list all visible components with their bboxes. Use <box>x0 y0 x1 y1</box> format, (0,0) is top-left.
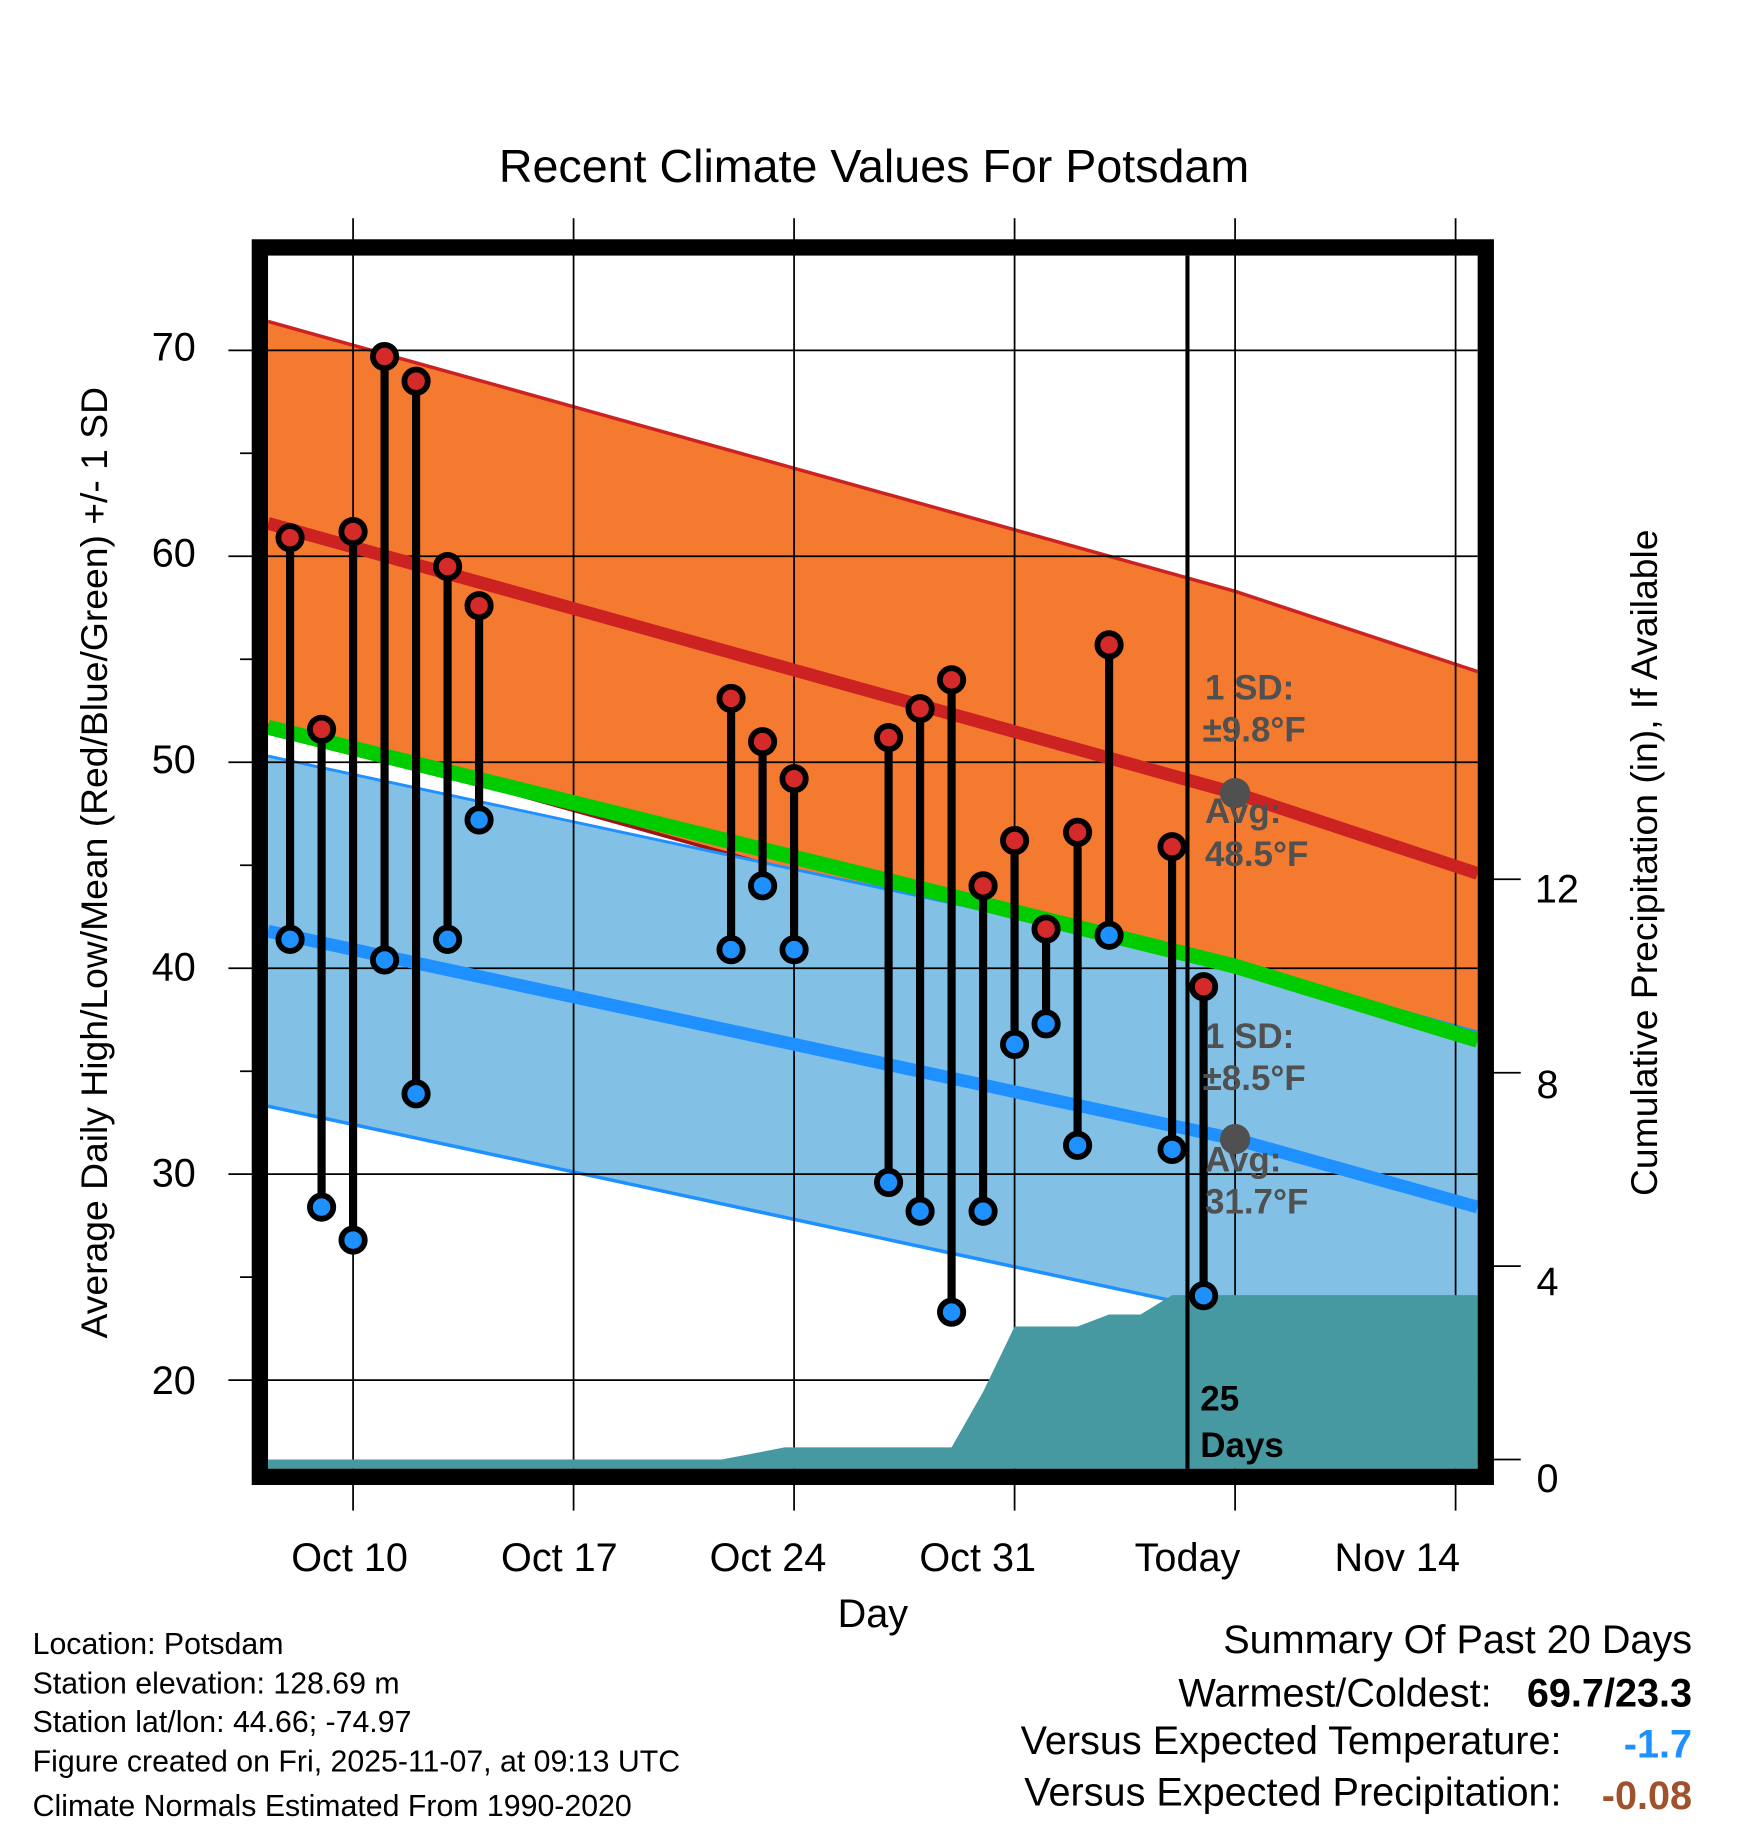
daily-high-point <box>401 366 431 396</box>
footer-line: Figure created on Fri, 2025-11-07, at 09… <box>33 1746 680 1779</box>
daily-low-point <box>1031 1009 1061 1039</box>
daily-low-point <box>1094 920 1124 950</box>
daily-low-point <box>401 1079 431 1109</box>
y2-tick-label: 0 <box>1537 1457 1559 1501</box>
daily-high-point <box>1189 972 1219 1002</box>
y2-tick-label: 12 <box>1535 867 1579 911</box>
today-high-avg-marker <box>1219 777 1251 809</box>
y2-tick-label: 4 <box>1537 1260 1559 1304</box>
daily-high-point <box>937 665 967 695</box>
daily-high-point <box>1031 914 1061 944</box>
precip-anomaly-value: -0.08 <box>1602 1774 1692 1818</box>
y-tick-label: 50 <box>152 738 196 782</box>
summary-title: Summary Of Past 20 Days <box>1223 1618 1692 1662</box>
y2-tick-label: 8 <box>1537 1063 1559 1107</box>
days-count: 25 <box>1200 1379 1239 1418</box>
daily-low-point <box>779 935 809 965</box>
temp-anomaly-value: -1.7 <box>1624 1723 1692 1767</box>
daily-low-point <box>716 935 746 965</box>
daily-high-point <box>716 683 746 713</box>
daily-low-point <box>968 1196 998 1226</box>
daily-high-point <box>370 341 400 372</box>
warmest-coldest-label: Warmest/Coldest: <box>1178 1671 1491 1715</box>
daily-high-point <box>905 694 935 724</box>
daily-high-point <box>1157 832 1187 862</box>
low-avg-label: Avg: <box>1205 1141 1281 1180</box>
x-tick-label: Nov 14 <box>1334 1536 1460 1580</box>
daily-low-point <box>874 1167 904 1197</box>
daily-low-point <box>464 805 494 835</box>
y-tick-label: 30 <box>152 1152 196 1196</box>
daily-low-point <box>275 924 305 954</box>
daily-high-point <box>1000 825 1030 856</box>
daily-low-point <box>748 871 778 901</box>
x-tick-label: Oct 24 <box>710 1536 827 1580</box>
y-tick-label: 20 <box>152 1359 196 1403</box>
daily-high-point <box>1063 817 1093 847</box>
daily-low-point <box>1063 1130 1093 1160</box>
plot-frame <box>251 239 1494 1486</box>
chart-title: Recent Climate Values For Potsdam <box>499 140 1249 192</box>
warmest-coldest-value: 69.7/23.3 <box>1527 1671 1692 1715</box>
mean-normal-line <box>268 719 1478 1048</box>
station-info: Location: Potsdam Station elevation: 128… <box>33 1628 680 1823</box>
y2-axis-label: Cumulative Precipitation (in), If Availa… <box>1623 529 1665 1196</box>
y-axis-label: Average Daily High/Low/Mean (Red/Blue/Gr… <box>73 387 115 1338</box>
high-avg-value: 48.5°F <box>1205 835 1308 874</box>
daily-high-point <box>307 714 337 744</box>
daily-low-point <box>1157 1134 1187 1165</box>
daily-high-point <box>779 764 809 794</box>
daily-high-point <box>748 727 778 757</box>
high-avg-label: Avg: <box>1205 792 1281 831</box>
footer-line: Station lat/lon: 44.66; -74.97 <box>33 1706 412 1739</box>
y-tick-label: 40 <box>152 945 196 989</box>
daily-low-point <box>937 1297 967 1327</box>
cumulative-precip-area <box>268 1295 1478 1469</box>
daily-low-point <box>307 1192 337 1222</box>
daily-high-point <box>968 871 998 901</box>
daily-low-point <box>370 945 400 975</box>
low-avg-value: 31.7°F <box>1205 1182 1308 1221</box>
y-tick-label: 60 <box>152 532 196 576</box>
daily-high-point <box>874 722 904 753</box>
summary-panel: Summary Of Past 20 Days Warmest/Coldest:… <box>1021 1618 1692 1818</box>
daily-high-point <box>338 517 368 547</box>
daily-high-point <box>275 523 305 553</box>
footer-line: Location: Potsdam <box>33 1628 284 1661</box>
daily-high-point <box>464 591 494 621</box>
x-tick-label: Oct 10 <box>291 1536 408 1580</box>
footer-line: Station elevation: 128.69 m <box>33 1668 400 1701</box>
high-sd-value: ±9.8°F <box>1203 711 1306 750</box>
x-tick-label: Oct 31 <box>919 1536 1036 1580</box>
high-sd-label: 1 SD: <box>1205 669 1294 708</box>
x-tick-label: Today <box>1135 1536 1241 1580</box>
temp-anomaly-label: Versus Expected Temperature: <box>1021 1719 1562 1763</box>
daily-low-point <box>905 1196 935 1226</box>
daily-low-point <box>433 924 463 954</box>
today-low-avg-marker <box>1219 1124 1251 1155</box>
y-tick-label: 70 <box>152 325 196 369</box>
x-tick-label: Oct 17 <box>501 1536 618 1580</box>
daily-high-point <box>433 552 463 582</box>
days-label: Days <box>1200 1426 1284 1465</box>
x-axis-label: Day <box>838 1592 909 1636</box>
precip-anomaly-label: Versus Expected Precipitation: <box>1024 1770 1561 1814</box>
low-sd-band <box>268 756 1478 1383</box>
footer-line: Climate Normals Estimated From 1990-2020 <box>33 1790 632 1823</box>
daily-low-point <box>1189 1281 1219 1311</box>
low-sd-value: ±8.5°F <box>1203 1059 1306 1098</box>
daily-high-point <box>1094 630 1124 660</box>
daily-low-point <box>338 1225 368 1255</box>
low-sd-label: 1 SD: <box>1205 1017 1294 1056</box>
daily-low-point <box>1000 1029 1030 1059</box>
